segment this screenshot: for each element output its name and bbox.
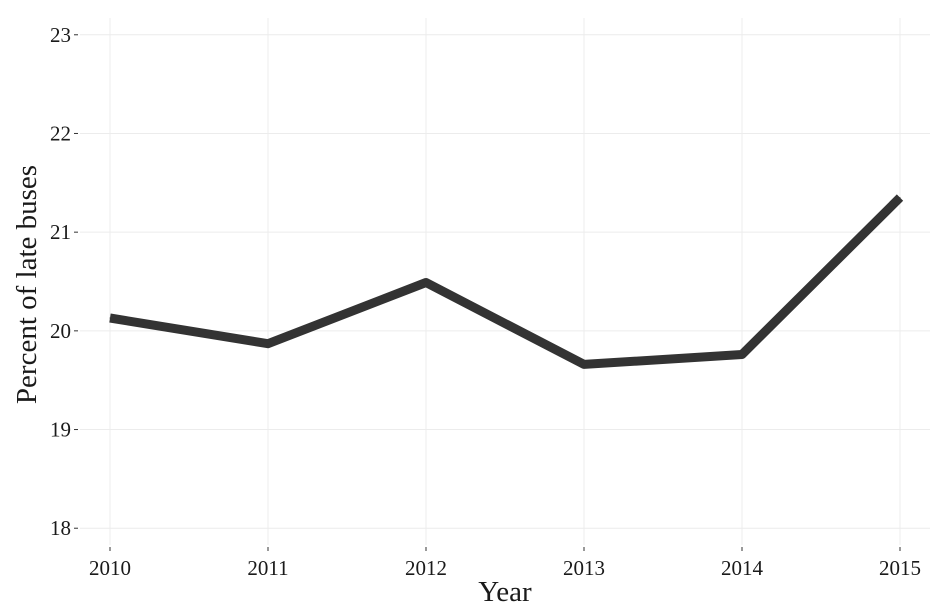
series-layer [109,194,904,369]
x-axis-title: Year [478,576,532,608]
y-tick-label: 22 [50,121,71,145]
data-point [425,281,427,283]
data-point [267,343,269,345]
y-tick-label: 18 [50,516,71,540]
data-point [109,317,111,319]
data-point [741,354,743,356]
x-tick-label: 2012 [405,556,447,580]
data-point [899,197,901,199]
x-axis: 2010 2011 2012 2013 2014 2015 [89,547,921,580]
x-tick-label: 2013 [563,556,605,580]
y-axis: 18 19 20 21 22 23 [50,23,78,540]
y-tick-label: 21 [50,220,71,244]
x-tick-label: 2010 [89,556,131,580]
y-tick-label: 23 [50,23,71,47]
series-line [109,194,904,369]
grid [80,18,930,545]
data-point [583,363,585,365]
y-tick-label: 20 [50,319,71,343]
x-tick-label: 2015 [879,556,921,580]
x-tick-label: 2011 [247,556,288,580]
y-axis-title: Percent of late buses [11,165,43,404]
x-tick-label: 2014 [721,556,764,580]
y-tick-label: 19 [50,418,71,442]
